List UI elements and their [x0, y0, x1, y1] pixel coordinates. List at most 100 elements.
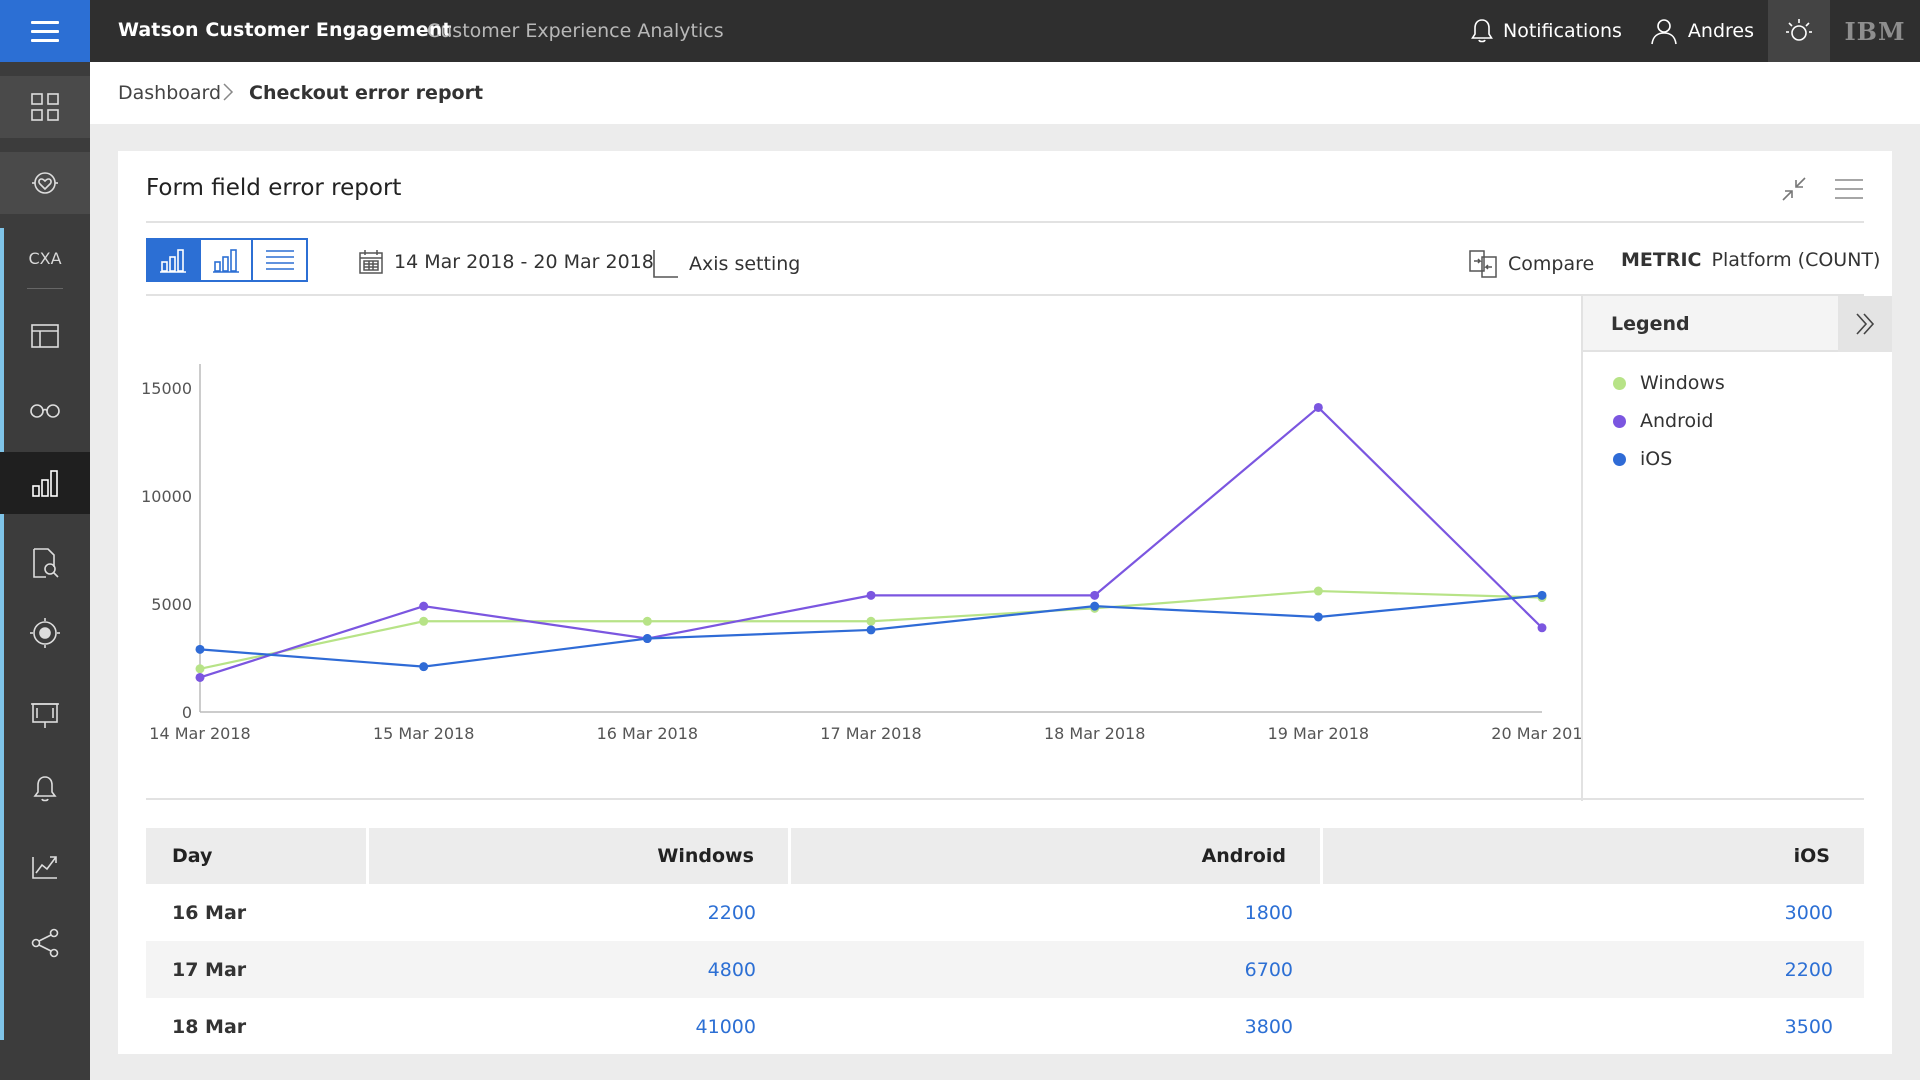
data-point-android — [419, 601, 429, 611]
user-name: Andres — [1687, 20, 1754, 42]
toolbar-divider — [146, 294, 1864, 296]
date-range-picker[interactable]: 14 Mar 2018 - 20 Mar 2018 — [358, 249, 654, 275]
watson-assistant-button[interactable] — [1768, 0, 1830, 62]
x-tick-label: 18 Mar 2018 — [1044, 724, 1145, 743]
legend-collapse-button[interactable] — [1838, 296, 1892, 352]
app-name[interactable]: Watson Customer Engagement — [118, 19, 452, 41]
bell-icon — [33, 776, 57, 802]
cell-windows[interactable]: 41000 — [695, 1015, 756, 1038]
notifications-button[interactable]: Notifications — [1471, 18, 1622, 44]
sidebar-item-analytics[interactable] — [0, 452, 90, 514]
calendar-icon — [359, 250, 383, 274]
data-point-ios — [1090, 601, 1100, 611]
sidebar-item-experience[interactable] — [0, 152, 90, 214]
y-tick-label: 5000 — [151, 595, 192, 614]
lightbulb-icon — [1786, 19, 1812, 41]
column-header-windows[interactable]: Windows — [368, 828, 788, 884]
breadcrumb-current: Checkout error report — [249, 82, 484, 104]
cell-android[interactable]: 6700 — [1244, 958, 1293, 981]
table-icon — [31, 324, 59, 348]
data-point-android — [195, 672, 205, 682]
row-day: 17 Mar — [172, 958, 247, 981]
data-point-ios — [419, 662, 429, 672]
notifications-label: Notifications — [1502, 20, 1622, 42]
hamburger-menu-button[interactable] — [0, 0, 90, 62]
data-point-android — [1313, 402, 1323, 412]
presentation-icon — [31, 703, 59, 728]
cell-android[interactable]: 3800 — [1244, 1015, 1293, 1038]
date-range-text: 14 Mar 2018 - 20 Mar 2018 — [394, 251, 654, 273]
data-point-android — [1537, 623, 1547, 633]
breadcrumb-home-link[interactable]: Dashboard — [118, 82, 222, 104]
view-bar-chart-button[interactable] — [201, 240, 254, 280]
dashboard-grid-icon — [31, 93, 59, 121]
doc-search-icon — [33, 548, 59, 578]
sidebar-item-insights[interactable] — [0, 379, 90, 441]
data-point-windows — [419, 616, 429, 626]
trend-icon — [32, 856, 57, 879]
series-line-android — [199, 405, 1543, 679]
metric-selector[interactable]: METRIC Platform (COUNT) — [1621, 249, 1880, 271]
legend-item-android[interactable]: Android — [1613, 410, 1713, 432]
x-tick-label: 17 Mar 2018 — [820, 724, 921, 743]
bell-icon — [1471, 19, 1493, 43]
data-point-windows — [1313, 586, 1323, 596]
table-row: 17 Mar 4800 6700 2200 — [146, 941, 1864, 998]
sidebar-item-reports[interactable] — [0, 305, 90, 367]
compare-icon — [1469, 250, 1497, 278]
legend-title: Legend — [1611, 313, 1690, 335]
data-point-ios — [195, 644, 205, 654]
sidebar-item-search[interactable] — [0, 532, 90, 594]
table-row: 16 Mar 2200 1800 3000 — [146, 884, 1864, 941]
sidebar-item-dashboard[interactable] — [0, 76, 90, 138]
data-point-windows — [195, 664, 205, 674]
column-header-day[interactable]: Day — [146, 828, 366, 884]
glasses-icon — [30, 404, 60, 418]
app-subtitle: Customer Experience Analytics — [427, 20, 724, 42]
view-toggle — [146, 238, 308, 282]
hamburger-icon — [31, 18, 59, 45]
compare-button[interactable]: Compare — [1468, 249, 1594, 279]
legend-label: Android — [1640, 410, 1714, 432]
sidebar-item-sessions[interactable] — [0, 684, 90, 746]
card-menu-button[interactable] — [1834, 177, 1864, 205]
sidebar-item-share[interactable] — [0, 912, 90, 974]
data-point-ios — [1313, 612, 1323, 622]
cell-ios[interactable]: 3500 — [1784, 1015, 1833, 1038]
sidebar-item-alerts[interactable] — [0, 758, 90, 820]
cell-windows[interactable]: 4800 — [707, 958, 756, 981]
cell-ios[interactable]: 3000 — [1784, 901, 1833, 924]
sidebar-divider — [27, 288, 63, 289]
user-menu-button[interactable]: Andres — [1650, 17, 1754, 45]
table-row: 18 Mar 41000 3800 3500 — [146, 998, 1864, 1055]
list-icon — [265, 250, 294, 270]
row-day: 16 Mar — [172, 901, 247, 924]
data-point-ios — [642, 634, 652, 644]
data-point-ios — [866, 625, 876, 635]
view-table-button[interactable] — [253, 240, 306, 280]
cell-windows[interactable]: 2200 — [707, 901, 756, 924]
bar-chart-icon — [213, 249, 239, 273]
legend-item-windows[interactable]: Windows — [1613, 372, 1725, 394]
report-card: Form field error report 14 Mar 2018 - 20… — [118, 151, 1892, 1054]
collapse-arrows-icon — [1782, 177, 1806, 201]
x-tick-label: 20 Mar 2018 — [1491, 724, 1582, 743]
axis-setting-button[interactable]: Axis setting — [651, 249, 800, 279]
axis-setting-label: Axis setting — [689, 253, 801, 275]
data-table: Day Windows Android iOS 16 Mar 2200 1800… — [146, 828, 1864, 1055]
column-header-ios[interactable]: iOS — [1322, 828, 1864, 884]
column-header-android[interactable]: Android — [790, 828, 1320, 884]
ibm-logo: IBM — [1844, 16, 1906, 46]
legend-item-ios[interactable]: iOS — [1613, 448, 1672, 470]
x-tick-label: 19 Mar 2018 — [1268, 724, 1369, 743]
collapse-button[interactable] — [1780, 175, 1808, 207]
sidebar-item-targets[interactable] — [0, 602, 90, 664]
sidebar-item-trends[interactable] — [0, 835, 90, 897]
view-line-chart-button[interactable] — [148, 240, 201, 280]
y-tick-label: 15000 — [141, 379, 192, 398]
data-point-android — [1090, 590, 1100, 600]
share-icon — [31, 928, 59, 958]
line-chart: 0 5000 10000 15000 14 Mar 2018 15 Mar 2018 16 … — [118, 296, 1593, 801]
cell-android[interactable]: 1800 — [1244, 901, 1293, 924]
cell-ios[interactable]: 2200 — [1784, 958, 1833, 981]
